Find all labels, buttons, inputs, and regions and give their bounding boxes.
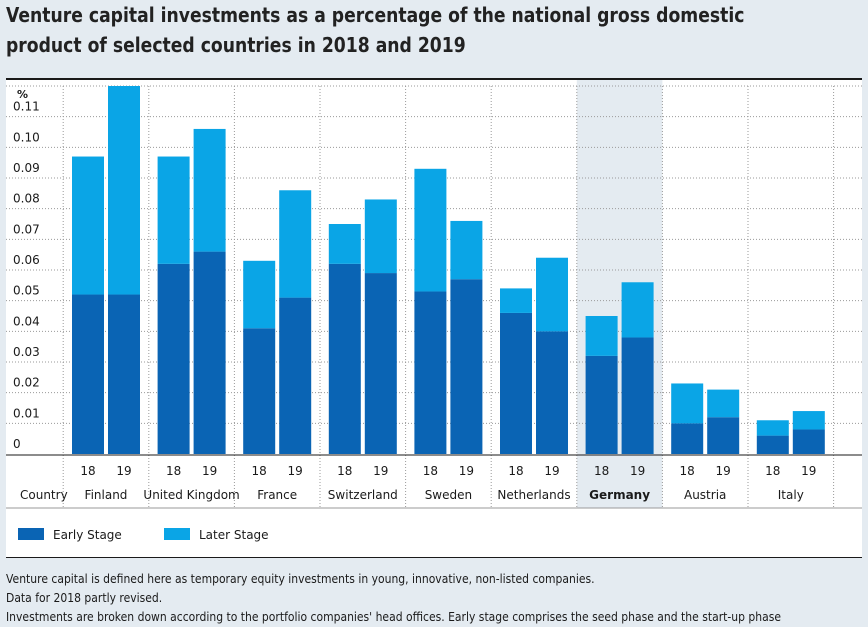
x-category-label: Austria xyxy=(684,488,726,502)
y-tick-label: 0.10 xyxy=(13,130,40,144)
bar-later-stage xyxy=(157,156,190,264)
bar-early-stage xyxy=(450,279,483,454)
x-category-label: France xyxy=(257,488,297,502)
bar-early-stage xyxy=(243,328,276,454)
bar-later-stage xyxy=(450,220,483,280)
footnote-2: Data for 2018 partly revised. xyxy=(6,591,163,605)
x-category-label: United Kingdom xyxy=(143,488,239,502)
bar-later-stage xyxy=(279,190,312,298)
y-tick-label: 0.11 xyxy=(13,100,40,114)
bar-early-stage xyxy=(72,294,104,454)
x-category-label: Finland xyxy=(85,488,128,502)
bar-later-stage xyxy=(414,168,447,292)
bar-early-stage xyxy=(193,251,226,454)
x-tick-year-label: 19 xyxy=(202,464,217,478)
bar-early-stage xyxy=(364,273,397,454)
bar-early-stage xyxy=(707,417,740,454)
y-tick-label: 0.06 xyxy=(13,253,40,267)
x-tick-year-label: 19 xyxy=(288,464,303,478)
x-tick-year-label: 19 xyxy=(716,464,731,478)
bar-early-stage xyxy=(585,355,618,454)
y-tick-label: 0.03 xyxy=(13,345,40,359)
legend-swatch-early xyxy=(18,528,44,540)
bar-later-stage xyxy=(536,257,568,332)
bar-later-stage xyxy=(756,420,789,436)
x-tick-year-label: 18 xyxy=(594,464,609,478)
bar-later-stage xyxy=(328,224,361,264)
x-tick-year-label: 19 xyxy=(801,464,816,478)
legend-swatch-later xyxy=(164,528,190,540)
bar-early-stage xyxy=(536,331,568,454)
bar-later-stage xyxy=(243,260,276,329)
x-tick-year-label: 19 xyxy=(544,464,559,478)
y-tick-label: 0.08 xyxy=(13,192,40,206)
x-category-label: Netherlands xyxy=(497,488,570,502)
bar-early-stage xyxy=(414,291,447,454)
stacked-bar-chart: 0 0.01 0.02 0.03 0.04 0.05 0.06 0.07 0.08 0.09 0.1… xyxy=(6,80,862,542)
bar-early-stage xyxy=(500,312,532,454)
x-tick-year-label: 19 xyxy=(459,464,474,478)
footnotes: Venture capital is defined here as tempo… xyxy=(6,570,866,627)
y-tick-label: 0.09 xyxy=(13,161,40,175)
bar-early-stage xyxy=(671,423,704,454)
chart-panel: 0 0.01 0.02 0.03 0.04 0.05 0.06 0.07 0.08 0.09 0.1… xyxy=(6,78,862,558)
x-tick-year-label: 18 xyxy=(423,464,438,478)
bar-later-stage xyxy=(621,282,654,338)
bar-early-stage xyxy=(621,337,654,454)
x-tick-year-label: 18 xyxy=(508,464,523,478)
bar-later-stage xyxy=(585,316,618,356)
y-tick-label: 0.01 xyxy=(13,406,40,420)
x-tick-year-label: 19 xyxy=(630,464,645,478)
y-tick-label: 0 xyxy=(13,437,21,451)
x-tick-year-label: 18 xyxy=(337,464,352,478)
bar-early-stage xyxy=(279,297,312,454)
y-tick-label: 0.04 xyxy=(13,314,40,328)
chart-title-line-1: Venture capital investments as a percent… xyxy=(6,3,745,27)
legend-label-early: Early Stage xyxy=(53,528,122,542)
x-tick-year-label: 18 xyxy=(252,464,267,478)
bar-later-stage xyxy=(72,156,104,295)
x-tick-year-label: 18 xyxy=(166,464,181,478)
bar-later-stage xyxy=(500,288,532,313)
y-tick-label: 0.02 xyxy=(13,376,40,390)
x-row-label: Country xyxy=(20,488,68,502)
x-tick-year-label: 19 xyxy=(116,464,131,478)
bar-early-stage xyxy=(328,263,361,454)
footnote-1: Venture capital is defined here as tempo… xyxy=(6,572,595,586)
x-category-label: Italy xyxy=(778,488,804,502)
legend-label-later: Later Stage xyxy=(199,528,269,542)
x-tick-year-label: 18 xyxy=(80,464,95,478)
bar-later-stage xyxy=(364,199,397,274)
x-category-label: Sweden xyxy=(425,488,472,502)
y-tick-label: 0.05 xyxy=(13,284,40,298)
bar-later-stage xyxy=(707,389,740,418)
bar-later-stage xyxy=(792,411,825,430)
bar-later-stage xyxy=(671,383,704,424)
x-tick-year-label: 19 xyxy=(373,464,388,478)
chart-title: Venture capital investments as a percent… xyxy=(6,0,745,60)
x-tick-year-label: 18 xyxy=(680,464,695,478)
bar-early-stage xyxy=(108,294,140,454)
bar-later-stage xyxy=(193,128,226,252)
bar-early-stage xyxy=(756,435,789,454)
y-unit-label: % xyxy=(17,88,28,101)
bar-later-stage xyxy=(108,86,140,295)
y-tick-label: 0.07 xyxy=(13,222,40,236)
x-tick-year-label: 18 xyxy=(765,464,780,478)
bar-early-stage xyxy=(157,263,190,454)
chart-title-line-2: product of selected countries in 2018 an… xyxy=(6,33,466,57)
x-category-label: Switzerland xyxy=(328,488,398,502)
x-category-label: Germany xyxy=(589,488,650,502)
bar-early-stage xyxy=(792,429,825,454)
